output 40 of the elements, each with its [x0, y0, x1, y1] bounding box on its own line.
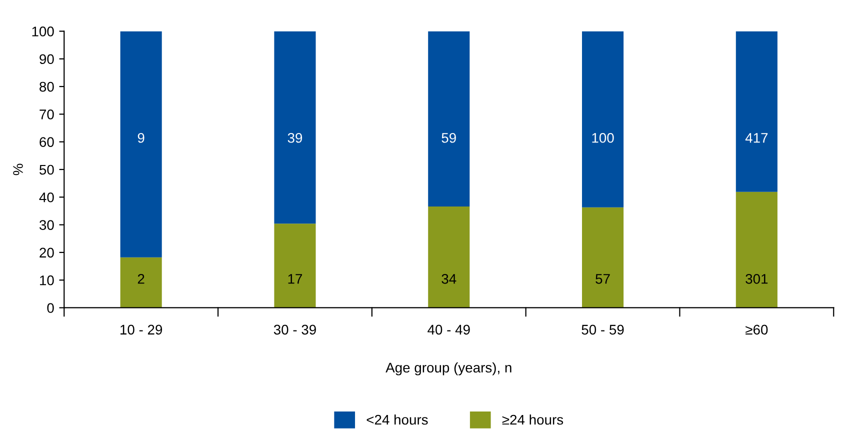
y-tick-label: 50	[40, 164, 54, 175]
x-tick-label: ≥60	[746, 324, 768, 335]
annotation: 59	[442, 132, 456, 143]
y-tick-label: 60	[40, 137, 54, 147]
bar	[428, 206, 470, 308]
x-tick-label: 30 - 39	[274, 324, 316, 335]
bar	[582, 31, 624, 208]
x-tick-label: 50 - 59	[582, 324, 624, 335]
y-tick-label: 20	[40, 248, 54, 258]
bar	[736, 31, 778, 192]
y-tick-label: 10	[40, 275, 54, 286]
y-tick-label: 80	[40, 82, 54, 92]
y-tick-label: 70	[40, 110, 54, 120]
x-axis-title: Age group (years), n	[386, 362, 512, 376]
bar	[274, 31, 316, 224]
annotation: 34	[442, 274, 456, 284]
annotation: 301	[746, 274, 768, 284]
y-tick-label: 0	[47, 303, 54, 313]
legend-label: ≥24 hours	[502, 414, 564, 425]
x-tick-label: 10 - 29	[120, 324, 162, 335]
legend-label: <24 hours	[366, 414, 428, 425]
bar	[120, 257, 162, 308]
y-tick-label: 100	[32, 26, 54, 36]
bar	[582, 207, 624, 308]
y-tick-label: 30	[39, 220, 54, 230]
annotation: 417	[745, 133, 768, 143]
annotation: 17	[288, 274, 302, 284]
annotation: 39	[288, 132, 302, 143]
y-axis-title: %	[13, 164, 23, 176]
annotation: 57	[596, 274, 610, 284]
bar	[274, 224, 316, 308]
bar	[428, 31, 470, 207]
bar	[120, 31, 162, 258]
annotation: 9	[138, 132, 144, 143]
annotation: 2	[138, 274, 144, 284]
bar	[736, 192, 778, 308]
x-tick-label: 40 - 49	[428, 324, 470, 335]
y-tick-label: 90	[40, 54, 54, 64]
annotation: 100	[592, 132, 614, 143]
y-tick-label: 40	[39, 192, 54, 202]
